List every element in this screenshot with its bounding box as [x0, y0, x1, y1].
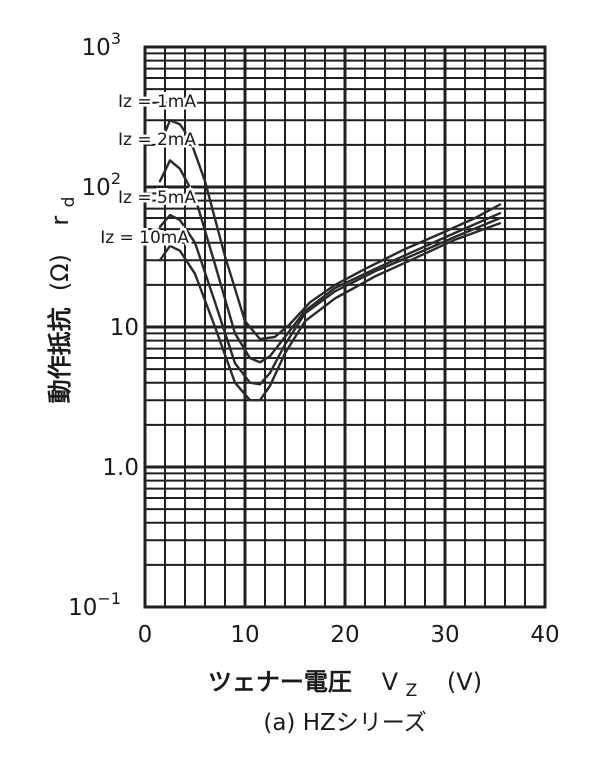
y-tick-exponent: 2	[111, 169, 121, 188]
chart-series-lines	[158, 119, 502, 402]
y-tick-base: 1.0	[102, 455, 139, 481]
y-tick-base: 10	[82, 175, 111, 201]
y-axis-title-symbol: r	[46, 216, 74, 226]
y-axis-title-subscript: d	[59, 197, 79, 208]
y-axis-title-main: 動作抵抗	[46, 307, 74, 403]
x-axis-title-subscript: Z	[406, 681, 418, 701]
chart-grid	[143, 45, 547, 609]
y-tick-exponent: 3	[111, 29, 121, 48]
x-tick-label: 30	[430, 622, 459, 648]
x-axis-title: ツェナー電圧 V Z (V)	[208, 668, 482, 702]
y-tick-label: 103	[82, 29, 121, 61]
y-tick-base: 10	[82, 35, 111, 61]
series-label: Iz = 2mA	[118, 130, 196, 150]
y-tick-label: 10−1	[68, 589, 121, 621]
y-tick-base: 10	[68, 595, 97, 621]
series-line	[158, 213, 502, 386]
x-axis-title-unit: (V)	[447, 668, 482, 696]
series-label: Iz = 10mA	[100, 228, 189, 248]
y-tick-label: 10	[110, 315, 139, 341]
y-tick-base: 10	[110, 315, 139, 341]
chart-series-labels: Iz = 1mA Iz = 2mA Iz = 5mA Iz = 10mA	[98, 90, 199, 251]
y-axis-title-unit: (Ω)	[46, 254, 74, 291]
x-axis-title-symbol: V	[382, 668, 399, 696]
y-tick-label: 102	[82, 169, 121, 201]
y-tick-exponent: −1	[97, 589, 121, 608]
x-tick-label: 10	[230, 622, 259, 648]
x-axis-title-main: ツェナー電圧	[208, 668, 352, 696]
series-label: Iz = 5mA	[118, 188, 196, 208]
chart-caption: (a) HZシリーズ	[263, 710, 426, 736]
series-line	[158, 119, 502, 341]
x-tick-label: 40	[530, 622, 559, 648]
series-label: Iz = 1mA	[118, 92, 196, 112]
plot-frame	[143, 45, 547, 609]
series-line	[158, 222, 502, 402]
y-axis-title: 動作抵抗 (Ω) r d	[46, 197, 79, 404]
x-tick-label: 0	[138, 622, 153, 648]
y-tick-label: 1.0	[102, 455, 139, 481]
series-line	[158, 159, 502, 364]
x-tick-label: 20	[330, 622, 359, 648]
